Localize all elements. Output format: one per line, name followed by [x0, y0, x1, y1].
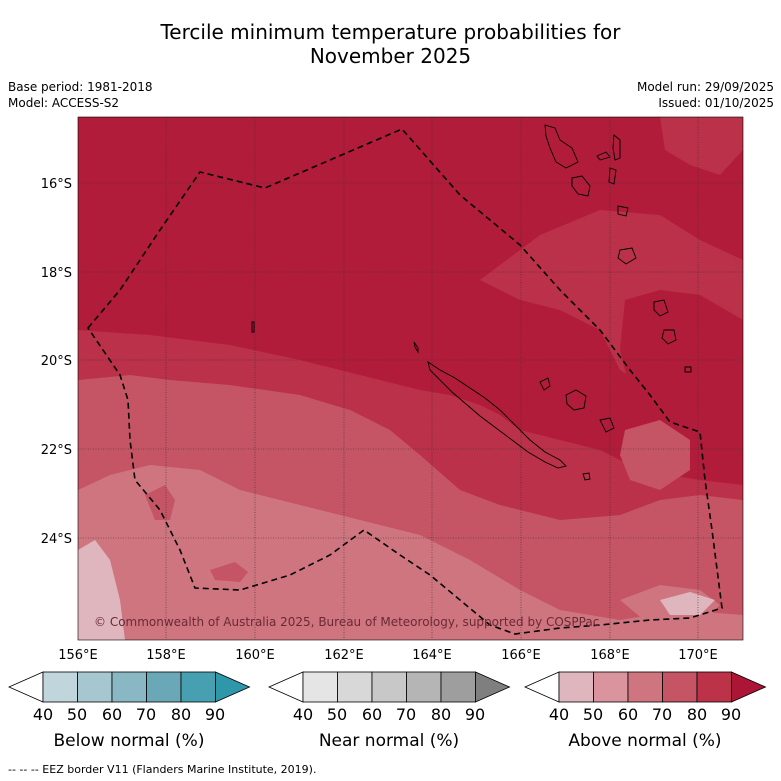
colorbar-below-extend-low — [8, 671, 44, 703]
cb-near-label: Near normal (%) — [318, 731, 460, 751]
map-frame — [77, 116, 744, 641]
cb-below-tick-80: 80 — [170, 705, 192, 724]
cb-above-label: Above normal (%) — [568, 731, 722, 751]
lon-label-168e: 168°E — [590, 648, 630, 663]
colorbar-below — [8, 671, 251, 703]
cb-above-tick-90: 90 — [720, 705, 742, 724]
colorbar-near-extend-low — [268, 671, 304, 703]
colorbar-above-segment-80 — [696, 671, 732, 703]
cb-above-tick-40: 40 — [548, 705, 570, 724]
field-50 — [78, 540, 125, 640]
lon-label-158e: 158°E — [146, 648, 186, 663]
loyalty-island-mare — [599, 417, 615, 433]
colorbar-above — [524, 671, 767, 703]
vanuatu-espiritu-santo — [544, 124, 579, 169]
vanuatu-maewo — [612, 134, 621, 161]
lat-label-16s: 16°S — [41, 177, 72, 192]
colorbar-below-segment-40 — [42, 671, 78, 703]
field-60 — [78, 465, 743, 640]
cb-below-tick-50: 50 — [66, 705, 88, 724]
cb-near-tick-80: 80 — [430, 705, 452, 724]
lon-label-160e: 160°E — [235, 648, 275, 663]
colorbar-above-extend-high — [731, 671, 767, 703]
lon-label-156e: 156°E — [58, 648, 98, 663]
longitude-labels: 156°E 158°E 160°E 162°E 164°E 166°E 168°… — [58, 648, 718, 663]
latitude-labels: 16°S 18°S 20°S 22°S 24°S — [41, 177, 72, 547]
colorbar-above-extend-low — [524, 671, 560, 703]
vanuatu-aneityum — [661, 329, 677, 345]
cb-above-tick-70: 70 — [651, 705, 673, 724]
colorbar-below-segment-70 — [146, 671, 182, 703]
lat-label-22s: 22°S — [41, 443, 72, 458]
loyalty-island-lifou — [565, 389, 587, 411]
cb-above-tick-60: 60 — [617, 705, 639, 724]
matthew-island — [684, 366, 692, 373]
loyalty-island-ouvea — [539, 377, 551, 391]
vanuatu-tanna — [653, 299, 669, 317]
cb-near-tick-90: 90 — [464, 705, 486, 724]
eez-footer-note: -- -- -- EEZ border V11 (Flanders Marine… — [8, 763, 317, 776]
landmasses — [251, 124, 692, 481]
cb-near-tick-70: 70 — [395, 705, 417, 724]
cb-below-label: Below normal (%) — [53, 731, 205, 751]
colorbar-below-segment-60 — [111, 671, 147, 703]
lat-label-20s: 20°S — [41, 354, 72, 369]
cb-below-tick-70: 70 — [135, 705, 157, 724]
belep-islands — [413, 341, 419, 354]
colorbar-near-segment-50 — [337, 671, 373, 703]
probability-field — [78, 117, 743, 640]
chesterfield-reef — [251, 321, 255, 333]
vanuatu-malekula — [571, 175, 591, 197]
colorbar-above-segment-60 — [627, 671, 663, 703]
base-period: Base period: 1981-2018 — [8, 80, 153, 94]
colorbar-near — [268, 671, 511, 703]
lat-label-24s: 24°S — [41, 532, 72, 547]
field-70-blob-west — [145, 485, 175, 520]
cb-above-tick-50: 50 — [582, 705, 604, 724]
colorbar-below-segment-80 — [180, 671, 216, 703]
model-run: Model run: 29/09/2025 — [636, 80, 774, 94]
colorbar-above-segment-70 — [662, 671, 698, 703]
field-70-blob-south — [210, 562, 248, 582]
lon-label-166e: 166°E — [501, 648, 541, 663]
lon-label-164e: 164°E — [412, 648, 452, 663]
model-name: Model: ACCESS-S2 — [8, 96, 120, 110]
vanuatu-ambae — [596, 151, 611, 161]
lon-label-162e: 162°E — [324, 648, 364, 663]
cb-below-tick-90: 90 — [204, 705, 226, 724]
field-90-east-core — [620, 290, 743, 440]
title-line-1: Tercile minimum temperature probabilitie… — [160, 20, 621, 44]
eez-border — [86, 128, 723, 635]
colorbar-above-segment-50 — [593, 671, 629, 703]
new-caledonia-island — [427, 360, 567, 469]
cb-below-tick-40: 40 — [32, 705, 54, 724]
issued-date: Issued: 01/10/2025 — [658, 96, 774, 110]
isle-of-pines — [582, 472, 591, 481]
colorbar-near-segment-80 — [440, 671, 476, 703]
lon-label-170e: 170°E — [678, 648, 718, 663]
colorbar-near-extend-high — [475, 671, 511, 703]
colorbar-above-segment-40 — [558, 671, 594, 703]
field-50-southeast — [660, 592, 715, 615]
title-line-2: November 2025 — [309, 44, 472, 68]
lat-label-18s: 18°S — [41, 266, 72, 281]
field-80-northeast — [660, 117, 743, 175]
cb-near-tick-50: 50 — [326, 705, 348, 724]
graticule — [78, 117, 743, 640]
cb-near-tick-60: 60 — [361, 705, 383, 724]
cb-below-tick-60: 60 — [101, 705, 123, 724]
colorbar-near-segment-40 — [302, 671, 338, 703]
colorbar-below-extend-high — [215, 671, 251, 703]
field-70-east — [620, 420, 690, 490]
vanuatu-efate — [617, 205, 629, 217]
cb-above-tick-80: 80 — [686, 705, 708, 724]
cb-near-tick-40: 40 — [292, 705, 314, 724]
vanuatu-erromango — [617, 247, 637, 265]
colorbar-below-segment-50 — [77, 671, 113, 703]
copyright-notice: © Commonwealth of Australia 2025, Bureau… — [94, 615, 599, 629]
vanuatu-pentecost — [608, 167, 617, 185]
colorbar-near-segment-70 — [406, 671, 442, 703]
colorbar-near-segment-60 — [371, 671, 407, 703]
